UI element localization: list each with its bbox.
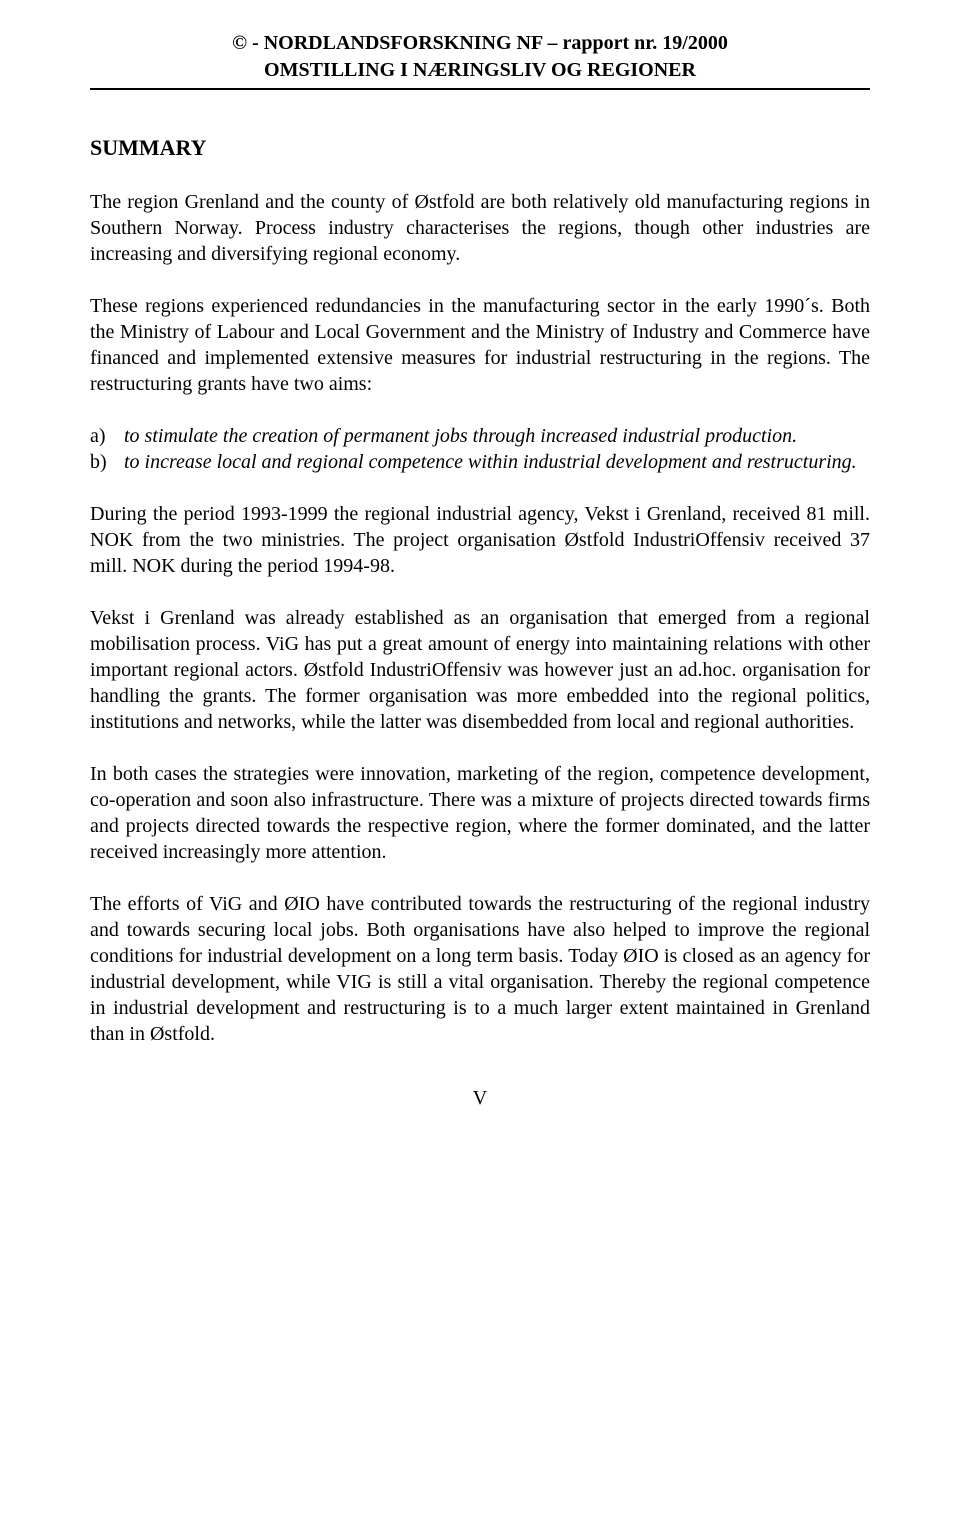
list-marker-a: a) — [90, 423, 124, 449]
paragraph-1: The region Grenland and the county of Øs… — [90, 189, 870, 267]
paragraph-3: During the period 1993-1999 the regional… — [90, 501, 870, 579]
list-content-b: to increase local and regional competenc… — [124, 449, 870, 475]
document-page: © - NORDLANDSFORSKNING NF – rapport nr. … — [0, 0, 960, 1519]
paragraph-5: In both cases the strategies were innova… — [90, 761, 870, 865]
list-content-a: to stimulate the creation of permanent j… — [124, 423, 870, 449]
header-line-2: OMSTILLING I NÆRINGSLIV OG REGIONER — [90, 57, 870, 84]
list-marker-b: b) — [90, 449, 124, 475]
paragraph-2: These regions experienced redundancies i… — [90, 293, 870, 397]
aims-list: a) to stimulate the creation of permanen… — [90, 423, 870, 475]
header-rule — [90, 88, 870, 90]
paragraph-6: The efforts of ViG and ØIO have contribu… — [90, 891, 870, 1047]
section-title: SUMMARY — [90, 135, 870, 161]
page-header: © - NORDLANDSFORSKNING NF – rapport nr. … — [90, 30, 870, 84]
page-number: V — [90, 1087, 870, 1110]
paragraph-4: Vekst i Grenland was already established… — [90, 605, 870, 735]
list-item-b: b) to increase local and regional compet… — [90, 449, 870, 475]
header-line-1: © - NORDLANDSFORSKNING NF – rapport nr. … — [90, 30, 870, 57]
list-item-a: a) to stimulate the creation of permanen… — [90, 423, 870, 449]
